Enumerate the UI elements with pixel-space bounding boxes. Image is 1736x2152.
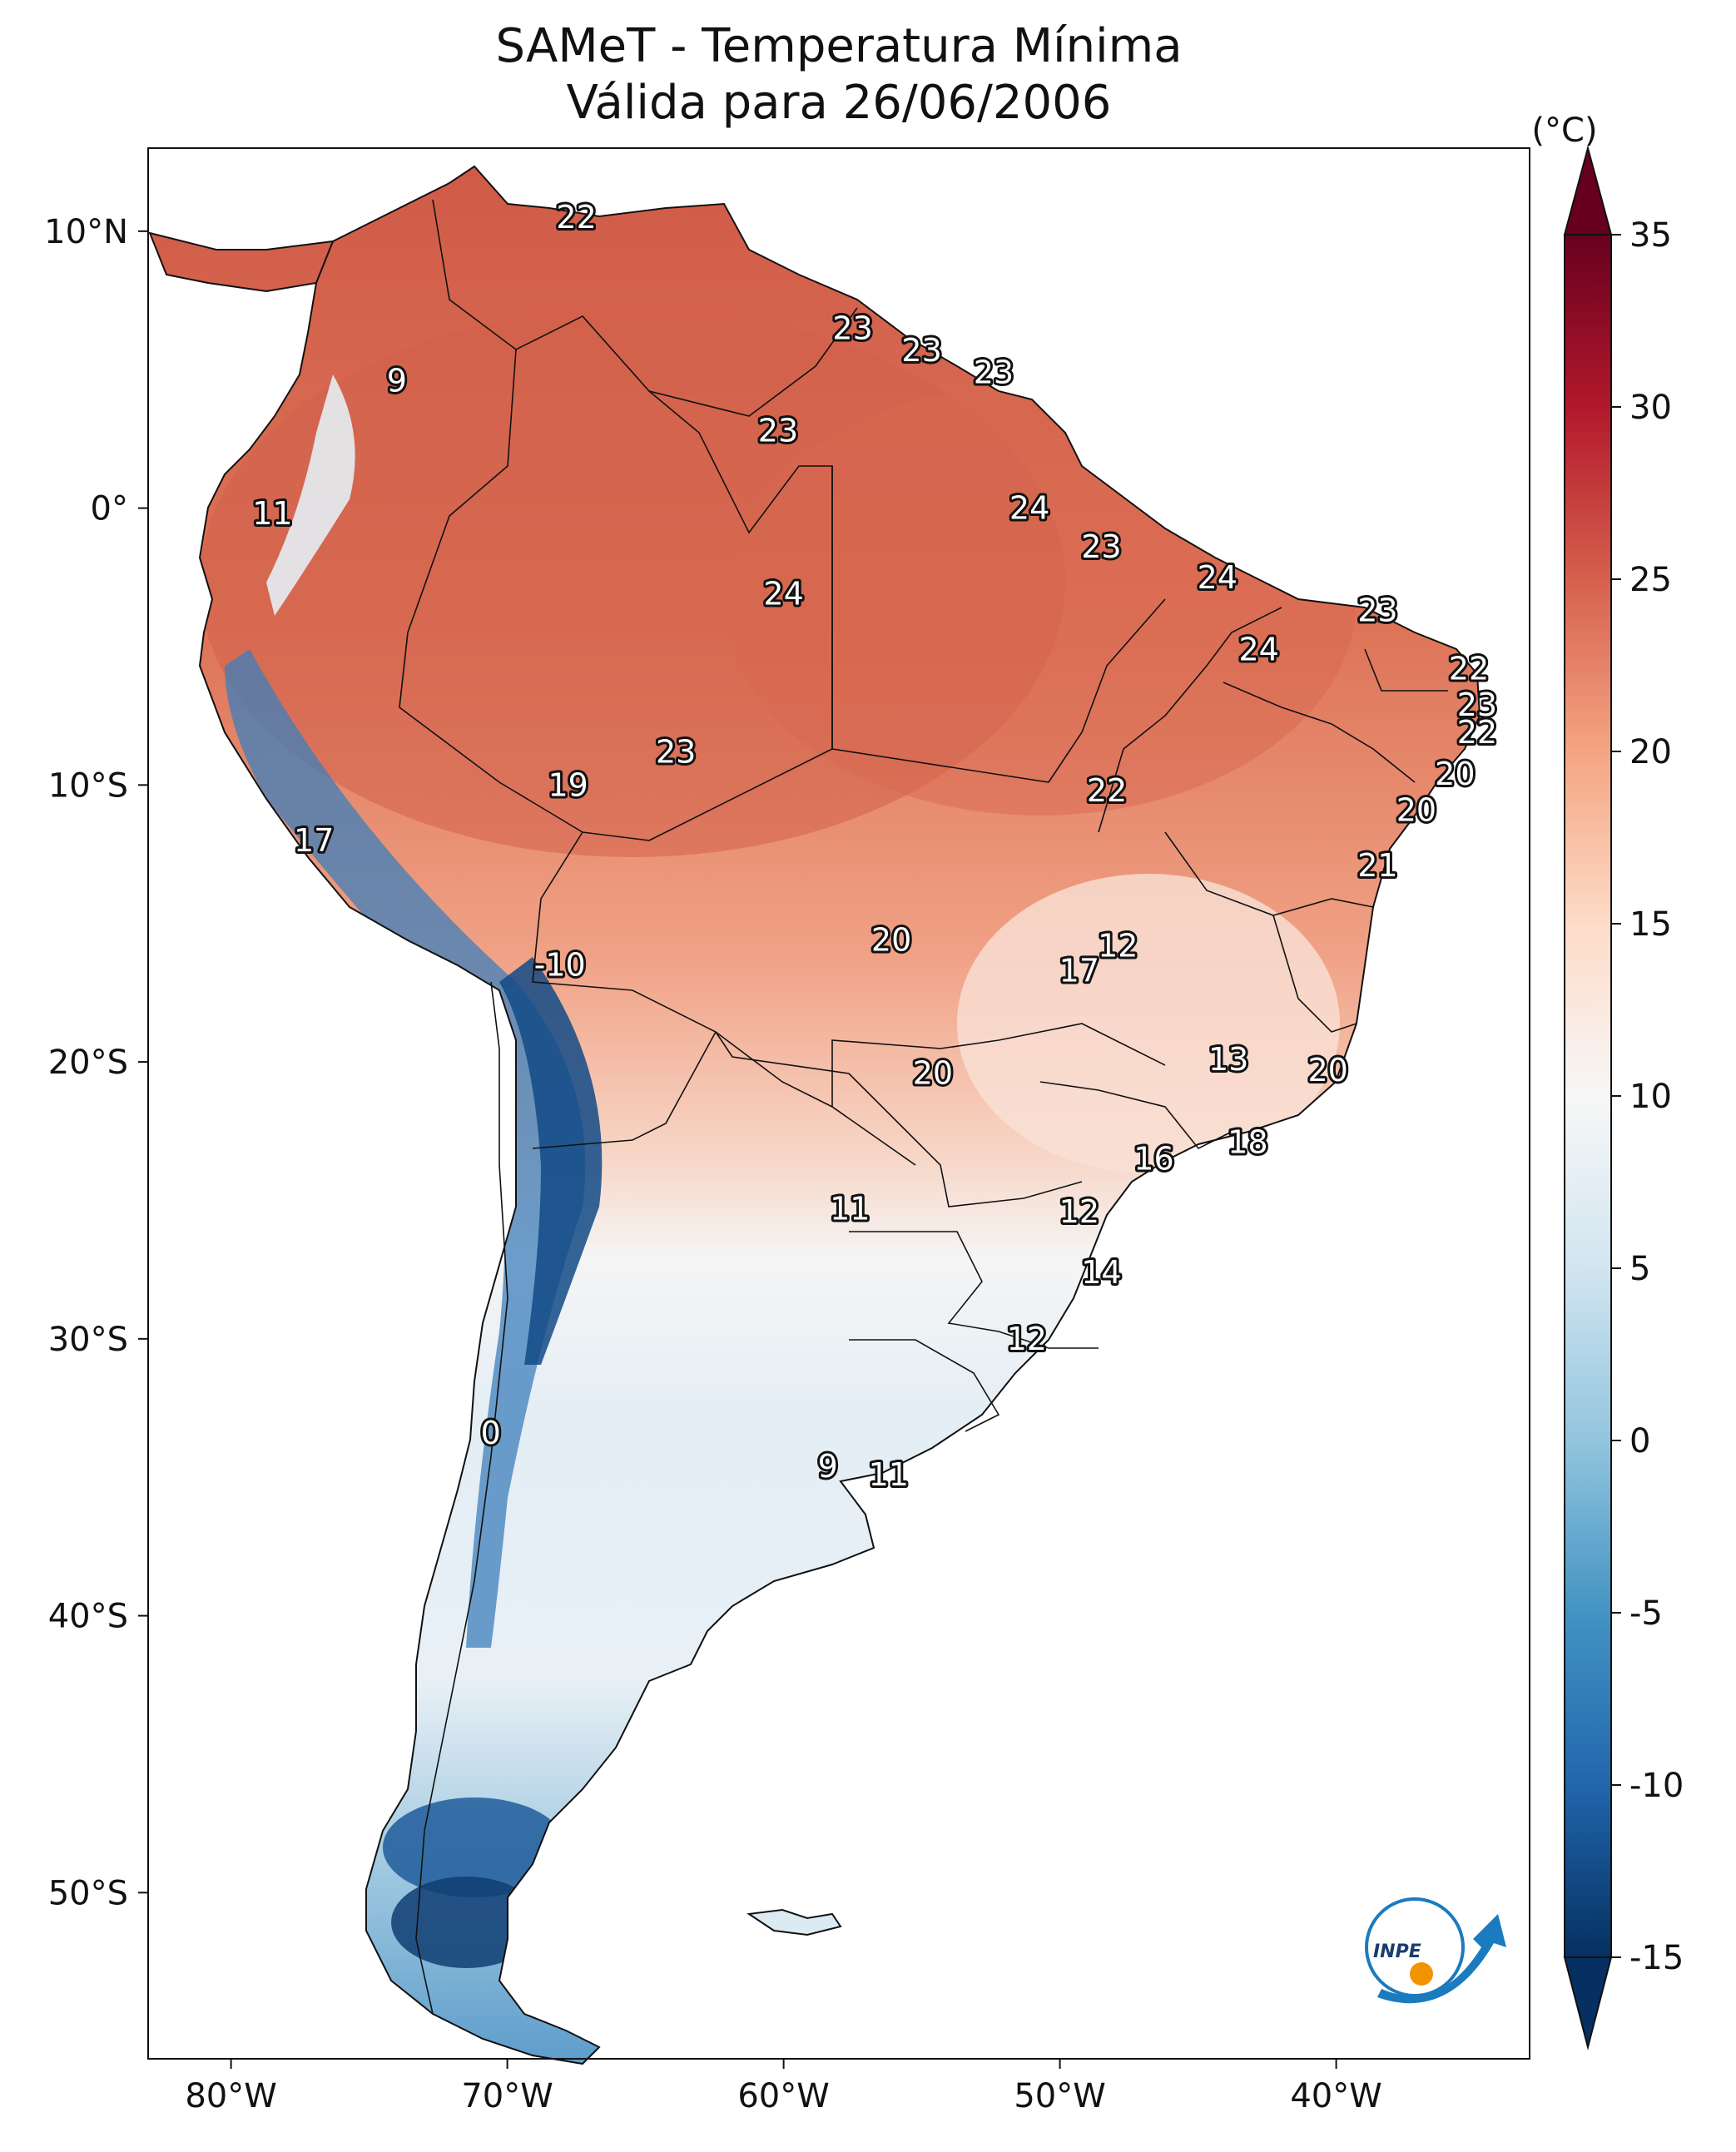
city-value-label: 22 — [1449, 651, 1489, 687]
map-frame — [147, 147, 1530, 2060]
title-line-1: SAMeT - Temperatura Mínima — [495, 19, 1183, 73]
lat-tick-label: 10°N — [44, 213, 128, 251]
city-value-label: 17 — [1059, 952, 1099, 989]
city-value-label: 21 — [1357, 847, 1397, 884]
city-value-label: 11 — [830, 1190, 870, 1227]
city-value-label: 12 — [1059, 1193, 1099, 1230]
colorbar-tick-label: 30 — [1629, 389, 1672, 427]
lon-tick-label: 40°W — [1290, 2077, 1381, 2115]
lon-tick-label: 60°W — [737, 2077, 829, 2115]
city-value-label: 23 — [1081, 528, 1121, 565]
city-value-label: 0 — [481, 1415, 501, 1451]
city-value-label: 24 — [1198, 559, 1238, 596]
lon-tick-label: 50°W — [1014, 2077, 1105, 2115]
colorbar-unit-label: (°C) — [1531, 112, 1597, 150]
city-value-label: 16 — [1133, 1141, 1173, 1178]
city-value-label: 23 — [832, 310, 872, 346]
colorbar-tick-label: 0 — [1629, 1422, 1650, 1460]
logo-text: INPE — [1373, 1941, 1421, 1962]
colorbar: (°C) 35 30 25 20 15 10 5 0 -5 -10 -15 — [1531, 112, 1684, 2050]
city-value-label: 18 — [1228, 1124, 1267, 1161]
city-value-label: 12 — [1007, 1321, 1047, 1357]
lat-tick-label: 30°S — [48, 1321, 128, 1359]
city-value-label: 14 — [1081, 1254, 1121, 1291]
colorbar-tick-label: -5 — [1629, 1594, 1663, 1633]
city-value-label: 24 — [1009, 490, 1049, 527]
city-value-label: 13 — [1208, 1041, 1248, 1078]
colorbar-extend-max — [1563, 145, 1613, 236]
map-area — [147, 147, 1530, 2065]
lat-tick-label: 20°S — [48, 1044, 128, 1082]
colorbar-gradient — [1565, 235, 1611, 1957]
city-value-label: 11 — [252, 495, 292, 532]
city-value-label: 11 — [869, 1456, 909, 1493]
city-value-label: 20 — [1435, 756, 1475, 792]
city-value-label: 22 — [556, 199, 596, 236]
colorbar-tick-label: 25 — [1629, 561, 1672, 599]
colorbar-tick-label: 20 — [1629, 733, 1672, 771]
colorbar-tick-label: -15 — [1629, 1939, 1684, 1977]
city-value-label: 9 — [818, 1448, 838, 1485]
city-value-label: 23 — [656, 733, 696, 770]
country-borders — [399, 199, 1448, 2015]
colorbar-tick-label: 35 — [1629, 216, 1672, 255]
latitude-axis: 10°N 0° 10°S 20°S 30°S 40°S 50°S — [44, 213, 148, 1912]
city-value-label: 24 — [763, 576, 803, 612]
city-value-label: 20 — [871, 922, 911, 959]
city-value-label: 17 — [294, 822, 334, 859]
city-value-label: 20 — [1307, 1052, 1347, 1088]
title-line-2: Válida para 26/06/2006 — [566, 76, 1112, 130]
logo-arrow-icon — [1377, 1914, 1506, 2004]
colorbar-tick-label: 5 — [1629, 1250, 1650, 1288]
city-value-label: 23 — [1457, 687, 1497, 723]
colorbar-ticks: 35 30 25 20 15 10 5 0 -5 -10 -15 — [1611, 216, 1684, 1977]
inpe-logo: INPE — [1365, 1897, 1506, 2004]
city-value-label: 20 — [913, 1054, 953, 1091]
map-title: SAMeT - Temperatura Mínima Válida para 2… — [148, 18, 1530, 131]
lon-tick-label: 70°W — [461, 2077, 553, 2115]
city-value-label: 23 — [1357, 593, 1397, 629]
logo-ring-icon — [1365, 1897, 1465, 1997]
city-value-label: 23 — [901, 332, 941, 369]
city-value-label: 22 — [1087, 772, 1127, 809]
lat-tick-label: 10°S — [48, 766, 128, 805]
city-value-label: 24 — [1238, 631, 1278, 667]
longitude-axis: 80°W 70°W 60°W 50°W 40°W — [185, 2059, 1382, 2115]
city-value-label: 23 — [758, 412, 798, 449]
city-value-label: 23 — [974, 355, 1014, 391]
city-value-label: 20 — [1396, 791, 1436, 828]
colorbar-tick-label: 10 — [1629, 1078, 1672, 1116]
city-value-label: 22 — [1457, 714, 1497, 751]
logo-dot-icon — [1410, 1962, 1433, 1986]
colorbar-tick-label: -10 — [1629, 1767, 1684, 1805]
city-value-label: 9 — [387, 363, 407, 399]
lat-tick-label: 40°S — [48, 1598, 128, 1636]
lon-tick-label: 80°W — [185, 2077, 276, 2115]
falkland-islands — [746, 1908, 842, 1936]
colorbar-extend-min — [1563, 1956, 1613, 2050]
colorbar-tick-label: 15 — [1629, 905, 1672, 944]
city-value-label: 19 — [548, 766, 588, 803]
city-value-label: -10 — [534, 947, 586, 984]
lat-tick-label: 50°S — [48, 1874, 128, 1912]
city-value-label: 12 — [1098, 927, 1138, 964]
lat-tick-label: 0° — [91, 490, 128, 528]
